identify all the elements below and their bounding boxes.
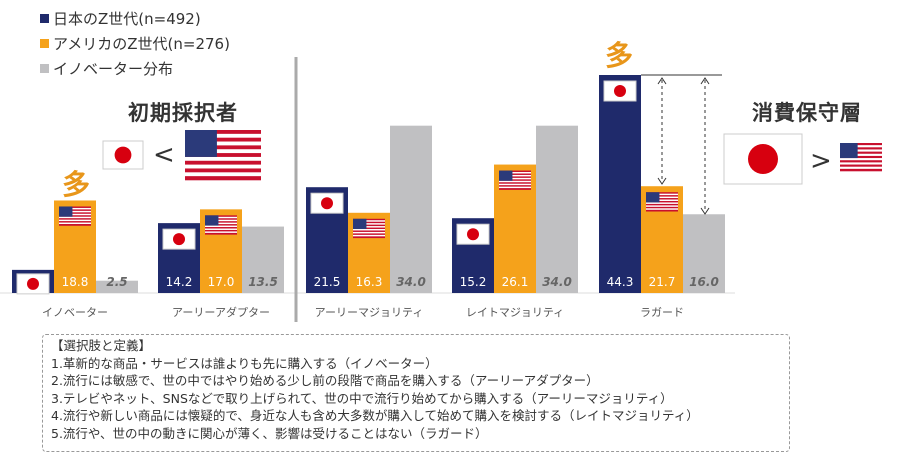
definitions-box: 【選択肢と定義】 1.革新的な商品・サービスは誰よりも先に購入する（イノベーター…	[42, 334, 790, 452]
data-label: 34.0	[396, 275, 426, 289]
us-flag-icon	[646, 192, 678, 212]
category-label: アーリーアダプター	[172, 305, 270, 319]
japan-flag-icon	[310, 192, 344, 214]
category-label: ラガード	[640, 306, 684, 319]
arrowhead-icon	[657, 77, 667, 85]
us-flag-icon	[499, 170, 531, 190]
legend-label: 日本のZ世代(n=492)	[53, 10, 201, 28]
early-adopter-label: 初期採択者	[128, 101, 238, 125]
category-label: アーリーマジョリティ	[315, 306, 424, 319]
many-label-left: 多	[62, 168, 91, 201]
japan-flag-icon	[162, 228, 196, 250]
legend-us: アメリカのZ世代(n=276)	[40, 33, 230, 54]
data-label: 13.5	[248, 275, 278, 289]
data-label: 34.0	[542, 275, 572, 289]
data-label: 16.3	[356, 275, 383, 289]
bar-chart: 4.718.82.5イノベーター14.217.013.5アーリーアダプター21.…	[0, 57, 882, 322]
data-label: 16.0	[689, 275, 719, 289]
many-label-right: 多	[605, 39, 634, 72]
definition-item: 4.流行や新しい商品には懐疑的で、身近な人も含め大多数が購入して始めて購入を検討…	[51, 408, 699, 423]
bar	[599, 75, 641, 293]
definition-item: 2.流行には敏感で、世の中ではやり始める少し前の段階で商品を購入する（アーリーア…	[51, 373, 599, 388]
japan-flag-icon	[456, 223, 490, 245]
data-label: 15.2	[460, 275, 487, 289]
bar	[390, 125, 432, 293]
legend-label: アメリカのZ世代(n=276)	[53, 35, 230, 53]
data-label: 21.7	[649, 275, 676, 289]
arrowhead-icon	[700, 207, 710, 215]
us-flag-icon	[353, 218, 385, 239]
bar	[683, 214, 725, 293]
bar	[96, 280, 138, 293]
japan-flag-icon	[723, 133, 803, 185]
arrowhead-icon	[657, 177, 667, 185]
definitions-title: 【選択肢と定義】	[51, 338, 152, 353]
greater-than-sign: >	[810, 146, 832, 176]
data-label: 26.1	[502, 275, 529, 289]
legend-label: イノベーター分布	[53, 60, 174, 78]
data-label: 14.2	[166, 275, 193, 289]
definition-item: 3.テレビやネット、SNSなどで取り上げられて、世の中で流行り始めてから購入する…	[51, 390, 673, 406]
bar	[242, 226, 284, 293]
data-label: 2.5	[106, 275, 127, 289]
japan-flag-icon	[603, 80, 637, 102]
japan-flag-icon	[16, 273, 50, 295]
data-label: 21.5	[314, 275, 341, 289]
arrowhead-icon	[700, 77, 710, 85]
definition-item: 5.流行や、世の中の動きに関心が薄く、影響は受けることはない（ラガード）	[51, 425, 488, 441]
us-flag-icon	[185, 130, 261, 181]
legend-innovator: イノベーター分布	[40, 58, 173, 79]
data-label: 17.0	[208, 275, 235, 289]
data-label: 44.3	[607, 275, 634, 289]
late-adopter-label: 消費保守層	[752, 101, 862, 125]
less-than-sign: <	[153, 140, 175, 170]
data-label: 18.8	[62, 275, 89, 289]
category-label: イノベーター	[42, 306, 108, 319]
legend-japan: 日本のZ世代(n=492)	[40, 8, 201, 29]
us-flag-icon	[205, 215, 237, 235]
japan-flag-icon	[102, 140, 144, 170]
us-flag-icon	[840, 143, 882, 172]
definition-item: 1.革新的な商品・サービスは誰よりも先に購入する（イノベーター）	[51, 355, 438, 371]
us-flag-icon	[59, 206, 91, 226]
category-label: レイトマジョリティ	[466, 306, 564, 319]
bar	[536, 125, 578, 293]
